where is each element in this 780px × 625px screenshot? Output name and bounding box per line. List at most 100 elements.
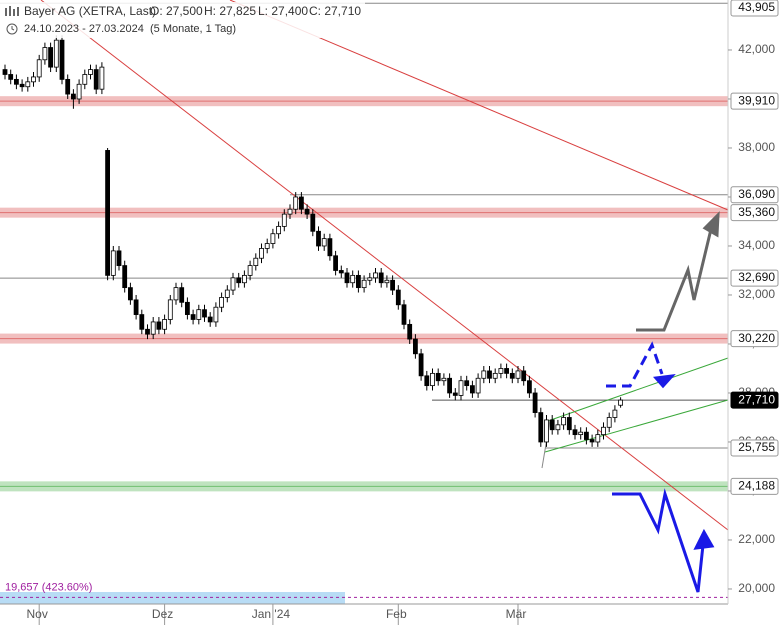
candle-body (384, 279, 390, 284)
candle-body (196, 309, 202, 320)
level-box (730, 391, 779, 409)
candle-body (293, 196, 299, 210)
x-tick-label: Nov (27, 607, 48, 621)
arrow-head (693, 528, 715, 550)
candle-body (2, 69, 8, 75)
candle-body (458, 380, 464, 396)
level-box (730, 0, 779, 17)
candle-body (241, 274, 247, 284)
candle-body (298, 196, 304, 210)
candle-body (572, 429, 578, 436)
quote-open: O: 27,500 (150, 4, 203, 18)
candle-body (270, 233, 276, 244)
candle-body (521, 370, 527, 382)
candle-body (527, 380, 532, 394)
candle-body (19, 83, 25, 88)
candle-body (156, 321, 162, 330)
level-label: 19,657 (423.60%) (5, 581, 92, 593)
channel-line (544, 357, 729, 423)
candle-body (110, 250, 116, 276)
level-box (730, 330, 779, 348)
candle-body (378, 272, 384, 284)
candle-body (71, 93, 76, 100)
candle-body (549, 419, 555, 431)
candle-body (595, 434, 601, 443)
level-box (730, 186, 779, 204)
candle-body (338, 270, 344, 274)
level-label: 43,905 (738, 0, 775, 14)
level-label: 32,690 (738, 270, 775, 284)
level-box (730, 92, 779, 110)
chart-title: Bayer AG (XETRA, Last) (24, 4, 156, 18)
candle-body (424, 375, 430, 387)
candle-body (333, 255, 339, 271)
candle-body (395, 289, 401, 306)
header-bg (0, 2, 365, 38)
candle-body (167, 299, 173, 320)
candle-body (179, 287, 185, 303)
candle-body (418, 353, 424, 377)
y-tick-label: 34,000 (738, 238, 775, 252)
candle-body (42, 47, 48, 61)
candle-body (355, 274, 361, 289)
candle-body (145, 328, 150, 335)
candle-body (498, 368, 504, 374)
candle-body (487, 370, 492, 379)
candle-body (321, 238, 327, 247)
candle-body (48, 47, 53, 68)
candle-body (589, 439, 595, 443)
candle-body (213, 306, 219, 323)
arrow (636, 224, 714, 332)
scenario-arrows (606, 211, 720, 593)
candles (2, 35, 623, 447)
candle-body (127, 287, 133, 301)
clock-hand (11, 26, 15, 31)
channel-line (544, 399, 729, 453)
arrow-head (653, 374, 676, 389)
candle-body (8, 74, 14, 80)
candle-body (327, 238, 333, 257)
level-label: 24,188 (738, 479, 775, 493)
y-tick-label: 42,000 (738, 42, 775, 56)
candle-body (435, 372, 441, 382)
candle-body (281, 213, 287, 227)
candle-body (561, 417, 566, 426)
candle-body (184, 301, 190, 315)
candle-body (207, 316, 213, 323)
candle-body (464, 380, 470, 387)
candle-body (88, 69, 93, 75)
x-tick-label: Feb (386, 607, 407, 621)
y-tick-label: 20,000 (738, 581, 775, 595)
candle-body (76, 83, 82, 100)
arrow-head (702, 211, 720, 238)
candle-body (350, 274, 356, 284)
candle-body (555, 424, 561, 431)
level-label: 30,220 (738, 331, 775, 345)
candle-body (133, 299, 139, 315)
candle-body (469, 385, 475, 394)
candle-body (412, 338, 418, 355)
candle-body (264, 243, 270, 249)
header: Bayer AG (XETRA, Last) O: 27,500 H: 27,8… (0, 2, 365, 38)
quote-high: H: 27,825 (204, 4, 256, 18)
candle-body (584, 431, 589, 440)
candle-body (361, 279, 367, 289)
candle-body (82, 74, 88, 85)
candle-body (190, 314, 196, 320)
candle-body (578, 431, 584, 436)
candle-body (287, 208, 293, 215)
fib-highlight (0, 592, 345, 604)
candle-body (316, 230, 321, 247)
candle-body (59, 39, 65, 80)
quote-close: C: 27,710 (309, 4, 361, 18)
trend-line (40, 0, 729, 531)
y-axis-labels: 20,00022,00024,00026,00028,00030,00032,0… (728, 42, 775, 595)
level-box (730, 269, 779, 287)
candle-body (36, 59, 42, 78)
chart-icon (5, 6, 19, 16)
candle-body (515, 370, 521, 379)
level-label: 27,710 (738, 392, 775, 406)
candle-body (236, 277, 242, 284)
level-labels: 43,905 39,910 36,090 35,360 32,690 30,220 27,7… (5, 0, 779, 593)
